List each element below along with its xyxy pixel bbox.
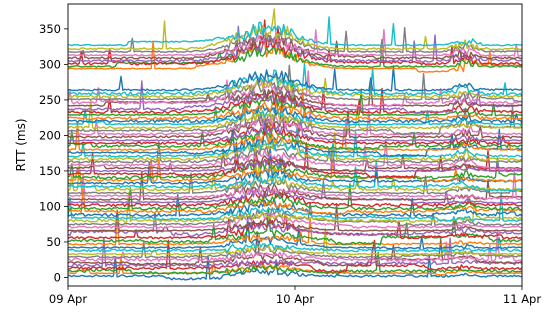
rtt-series-line bbox=[68, 96, 522, 140]
rtt-series-line bbox=[68, 8, 522, 51]
rtt-series-line bbox=[68, 141, 522, 173]
y-tick-label: 200 bbox=[39, 128, 61, 142]
rtt-series-line bbox=[68, 192, 522, 223]
x-tick-label: 10 Apr bbox=[276, 292, 314, 306]
rtt-series-line bbox=[68, 232, 522, 267]
rtt-series-line bbox=[68, 160, 522, 192]
rtt-series-line bbox=[68, 25, 522, 63]
rtt-series-line bbox=[68, 98, 522, 130]
rtt-series-line bbox=[68, 169, 522, 201]
rtt-series-line bbox=[68, 127, 522, 151]
x-tick-label: 11 Apr bbox=[503, 292, 541, 306]
rtt-series-line bbox=[68, 239, 522, 273]
rtt-series-line bbox=[68, 237, 522, 253]
rtt-series-line bbox=[68, 193, 522, 218]
y-tick-label: 0 bbox=[54, 270, 61, 284]
y-tick-label: 50 bbox=[46, 235, 61, 249]
rtt-series-line bbox=[68, 108, 522, 136]
rtt-series-line bbox=[68, 120, 522, 152]
rtt-series-line bbox=[68, 64, 522, 103]
series-layer bbox=[68, 8, 522, 281]
rtt-series-line bbox=[68, 141, 522, 164]
y-tick-label: 350 bbox=[39, 22, 61, 36]
rtt-series-line bbox=[68, 16, 522, 47]
rtt-series-line bbox=[68, 105, 522, 126]
rtt-series-line bbox=[68, 157, 522, 180]
rtt-series-line bbox=[68, 171, 522, 201]
x-tick-label: 09 Apr bbox=[49, 292, 87, 306]
rtt-series-line bbox=[68, 156, 522, 183]
rtt-series-line bbox=[68, 227, 522, 256]
rtt-series-line bbox=[68, 40, 522, 73]
rtt-series-line bbox=[68, 191, 522, 223]
rtt-series-line bbox=[68, 189, 522, 208]
rtt-series-line bbox=[68, 254, 522, 281]
y-tick-label: 150 bbox=[39, 164, 61, 178]
rtt-series-line bbox=[68, 88, 522, 121]
rtt-series-line bbox=[68, 62, 522, 96]
rtt-series-line bbox=[68, 28, 522, 57]
rtt-series-line bbox=[68, 212, 522, 229]
y-tick-label: 100 bbox=[39, 199, 61, 213]
rtt-series-line bbox=[68, 87, 522, 115]
y-tick-label: 250 bbox=[39, 93, 61, 107]
rtt-series-line bbox=[68, 180, 522, 204]
axis-layer: 0 50 100 150 200 250 300 350 09 Apr 10 Apr 11 Apr bbox=[39, 22, 541, 306]
rtt-series-line bbox=[68, 70, 522, 108]
rtt-series-line bbox=[68, 123, 522, 145]
rtt-series-line bbox=[68, 201, 522, 227]
rtt-series-line bbox=[68, 75, 522, 99]
rtt-series-line bbox=[68, 217, 522, 250]
rtt-series-line bbox=[68, 215, 522, 246]
rtt-series-line bbox=[68, 65, 522, 92]
rtt-series-line bbox=[68, 236, 522, 269]
y-tick-label: 300 bbox=[39, 57, 61, 71]
rtt-series-line bbox=[68, 79, 522, 117]
rtt-series-line bbox=[68, 185, 522, 216]
rtt-series-line bbox=[68, 118, 522, 142]
rtt-series-line bbox=[68, 241, 522, 259]
rtt-series-line bbox=[68, 127, 522, 158]
rtt-series-line bbox=[68, 157, 522, 192]
rtt-series-line bbox=[68, 204, 522, 232]
rtt-series-line bbox=[68, 19, 522, 66]
rtt-series-line bbox=[68, 80, 522, 114]
y-axis-label: RTT (ms) bbox=[14, 118, 28, 171]
rtt-series-line bbox=[68, 230, 522, 262]
